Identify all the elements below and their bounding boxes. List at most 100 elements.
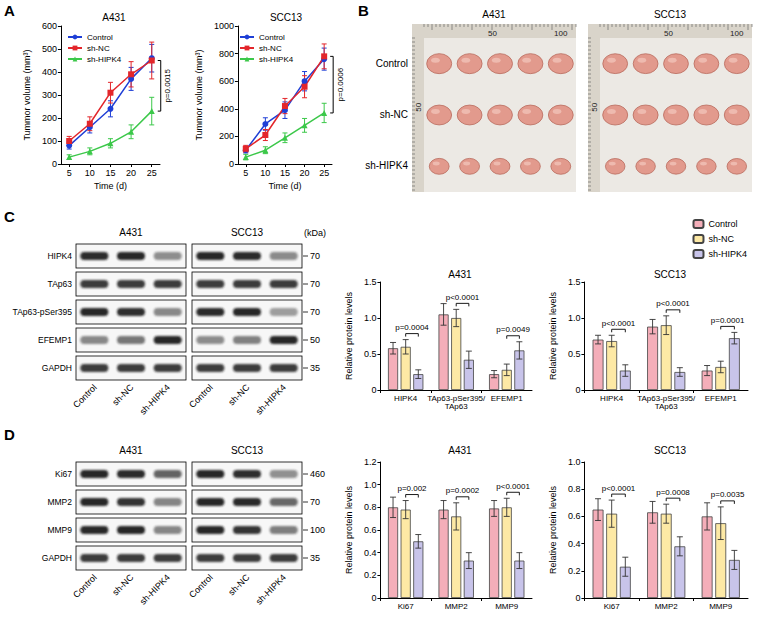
svg-text:p=0.0004: p=0.0004	[395, 323, 429, 332]
svg-text:C: C	[4, 208, 15, 225]
svg-text:15: 15	[280, 168, 290, 178]
svg-text:25: 25	[147, 168, 157, 178]
svg-text:0.5: 0.5	[568, 349, 581, 359]
svg-text:GAPDH: GAPDH	[42, 363, 72, 373]
svg-text:sh-HIPK4: sh-HIPK4	[87, 55, 122, 64]
svg-text:Time (d): Time (d)	[94, 181, 127, 191]
svg-text:sh-NC: sh-NC	[87, 44, 110, 53]
svg-text:GAPDH: GAPDH	[42, 553, 72, 563]
svg-text:A431: A431	[119, 227, 143, 238]
svg-text:p=0.0035: p=0.0035	[711, 490, 745, 499]
svg-text:Tummor volume (mm³): Tummor volume (mm³)	[22, 49, 32, 140]
svg-text:sh-NC: sh-NC	[226, 572, 251, 597]
svg-text:p=0.0002: p=0.0002	[446, 486, 480, 495]
svg-text:50: 50	[414, 102, 423, 111]
svg-text:sh-HIPK4: sh-HIPK4	[708, 249, 747, 259]
svg-text:400: 400	[42, 67, 57, 77]
svg-text:1.0: 1.0	[364, 480, 377, 490]
svg-text:Control: Control	[708, 219, 737, 229]
svg-text:0.8: 0.8	[364, 502, 377, 512]
svg-text:sh-NC: sh-NC	[708, 234, 734, 244]
svg-text:p<0.0001: p<0.0001	[496, 482, 530, 491]
svg-text:1.5: 1.5	[568, 277, 581, 287]
svg-text:0: 0	[229, 159, 234, 169]
svg-text:0: 0	[52, 159, 57, 169]
svg-text:20: 20	[126, 168, 136, 178]
svg-text:Control: Control	[187, 572, 215, 600]
svg-text:SCC13: SCC13	[654, 9, 687, 20]
svg-text:70: 70	[310, 497, 320, 507]
svg-text:p=0.0015: p=0.0015	[163, 68, 172, 102]
svg-text:Time (d): Time (d)	[268, 181, 301, 191]
svg-text:0: 0	[371, 593, 376, 603]
svg-text:p<0.0001: p<0.0001	[446, 293, 480, 302]
svg-text:MMP9: MMP9	[709, 602, 733, 611]
svg-text:Ki67: Ki67	[55, 469, 72, 479]
svg-text:MMP2: MMP2	[47, 497, 72, 507]
svg-text:Control: Control	[259, 33, 285, 42]
svg-text:B: B	[358, 2, 369, 19]
svg-text:15: 15	[105, 168, 115, 178]
svg-text:Tummor volume (mm³): Tummor volume (mm³)	[194, 49, 204, 140]
svg-text:SCC13: SCC13	[270, 12, 303, 23]
svg-text:Control: Control	[87, 33, 113, 42]
svg-text:A431: A431	[102, 12, 126, 23]
svg-text:SCC13: SCC13	[654, 269, 687, 280]
svg-text:200: 200	[219, 131, 234, 141]
svg-text:Ki67: Ki67	[604, 602, 621, 611]
svg-text:D: D	[4, 426, 15, 443]
svg-text:50: 50	[664, 29, 673, 38]
svg-text:A431: A431	[448, 445, 472, 456]
svg-text:800: 800	[219, 49, 234, 59]
svg-text:A431: A431	[448, 269, 472, 280]
svg-text:Relative protein levels: Relative protein levels	[548, 485, 558, 574]
svg-text:MMP2: MMP2	[655, 602, 679, 611]
svg-text:sh-HIPK4: sh-HIPK4	[259, 55, 294, 64]
svg-text:Ki67: Ki67	[398, 602, 415, 611]
svg-text:MMP2: MMP2	[445, 602, 469, 611]
svg-text:sh-HIPK4: sh-HIPK4	[365, 160, 408, 171]
svg-text:sh-NC: sh-NC	[110, 572, 135, 597]
svg-text:sh-NC: sh-NC	[110, 382, 135, 407]
svg-text:200: 200	[42, 113, 57, 123]
svg-text:1.0: 1.0	[568, 313, 581, 323]
svg-text:sh-HIPK4: sh-HIPK4	[138, 572, 172, 606]
svg-text:1.5: 1.5	[364, 277, 377, 287]
svg-text:sh-HIPK4: sh-HIPK4	[254, 382, 288, 416]
svg-text:p=0.0006: p=0.0006	[336, 67, 345, 101]
svg-text:1000: 1000	[214, 21, 234, 31]
svg-text:EFEMP1: EFEMP1	[38, 335, 72, 345]
svg-text:500: 500	[42, 44, 57, 54]
svg-text:70: 70	[310, 251, 320, 261]
svg-text:100: 100	[730, 29, 744, 38]
svg-text:0: 0	[575, 385, 580, 395]
svg-text:100: 100	[310, 525, 325, 535]
svg-text:sh-NC: sh-NC	[380, 109, 408, 120]
svg-text:Control: Control	[71, 382, 99, 410]
svg-text:EFEMP1: EFEMP1	[705, 394, 738, 403]
svg-text:SCC13: SCC13	[654, 445, 687, 456]
svg-text:A: A	[4, 2, 15, 19]
svg-text:p=0.0049: p=0.0049	[496, 325, 530, 334]
svg-text:1.2: 1.2	[364, 457, 377, 467]
svg-text:70: 70	[310, 307, 320, 317]
svg-text:p<0.0001: p<0.0001	[656, 299, 690, 308]
svg-text:600: 600	[42, 21, 57, 31]
svg-text:0.4: 0.4	[568, 539, 581, 549]
svg-text:1.0: 1.0	[568, 457, 581, 467]
svg-text:sh-NC: sh-NC	[259, 44, 282, 53]
svg-text:sh-HIPK4: sh-HIPK4	[254, 572, 288, 606]
svg-text:5: 5	[243, 168, 248, 178]
svg-text:Relative protein levels: Relative protein levels	[344, 291, 354, 380]
svg-text:50: 50	[590, 102, 599, 111]
svg-text:25: 25	[319, 168, 329, 178]
svg-text:0.6: 0.6	[568, 511, 581, 521]
svg-text:(kDa): (kDa)	[304, 228, 326, 238]
svg-text:50: 50	[488, 29, 497, 38]
svg-text:sh-NC: sh-NC	[226, 382, 251, 407]
svg-text:0.4: 0.4	[364, 548, 377, 558]
svg-text:HIPK4: HIPK4	[394, 394, 418, 403]
svg-text:p=0.0008: p=0.0008	[656, 488, 690, 497]
svg-text:SCC13: SCC13	[231, 445, 264, 456]
svg-text:0.8: 0.8	[568, 484, 581, 494]
